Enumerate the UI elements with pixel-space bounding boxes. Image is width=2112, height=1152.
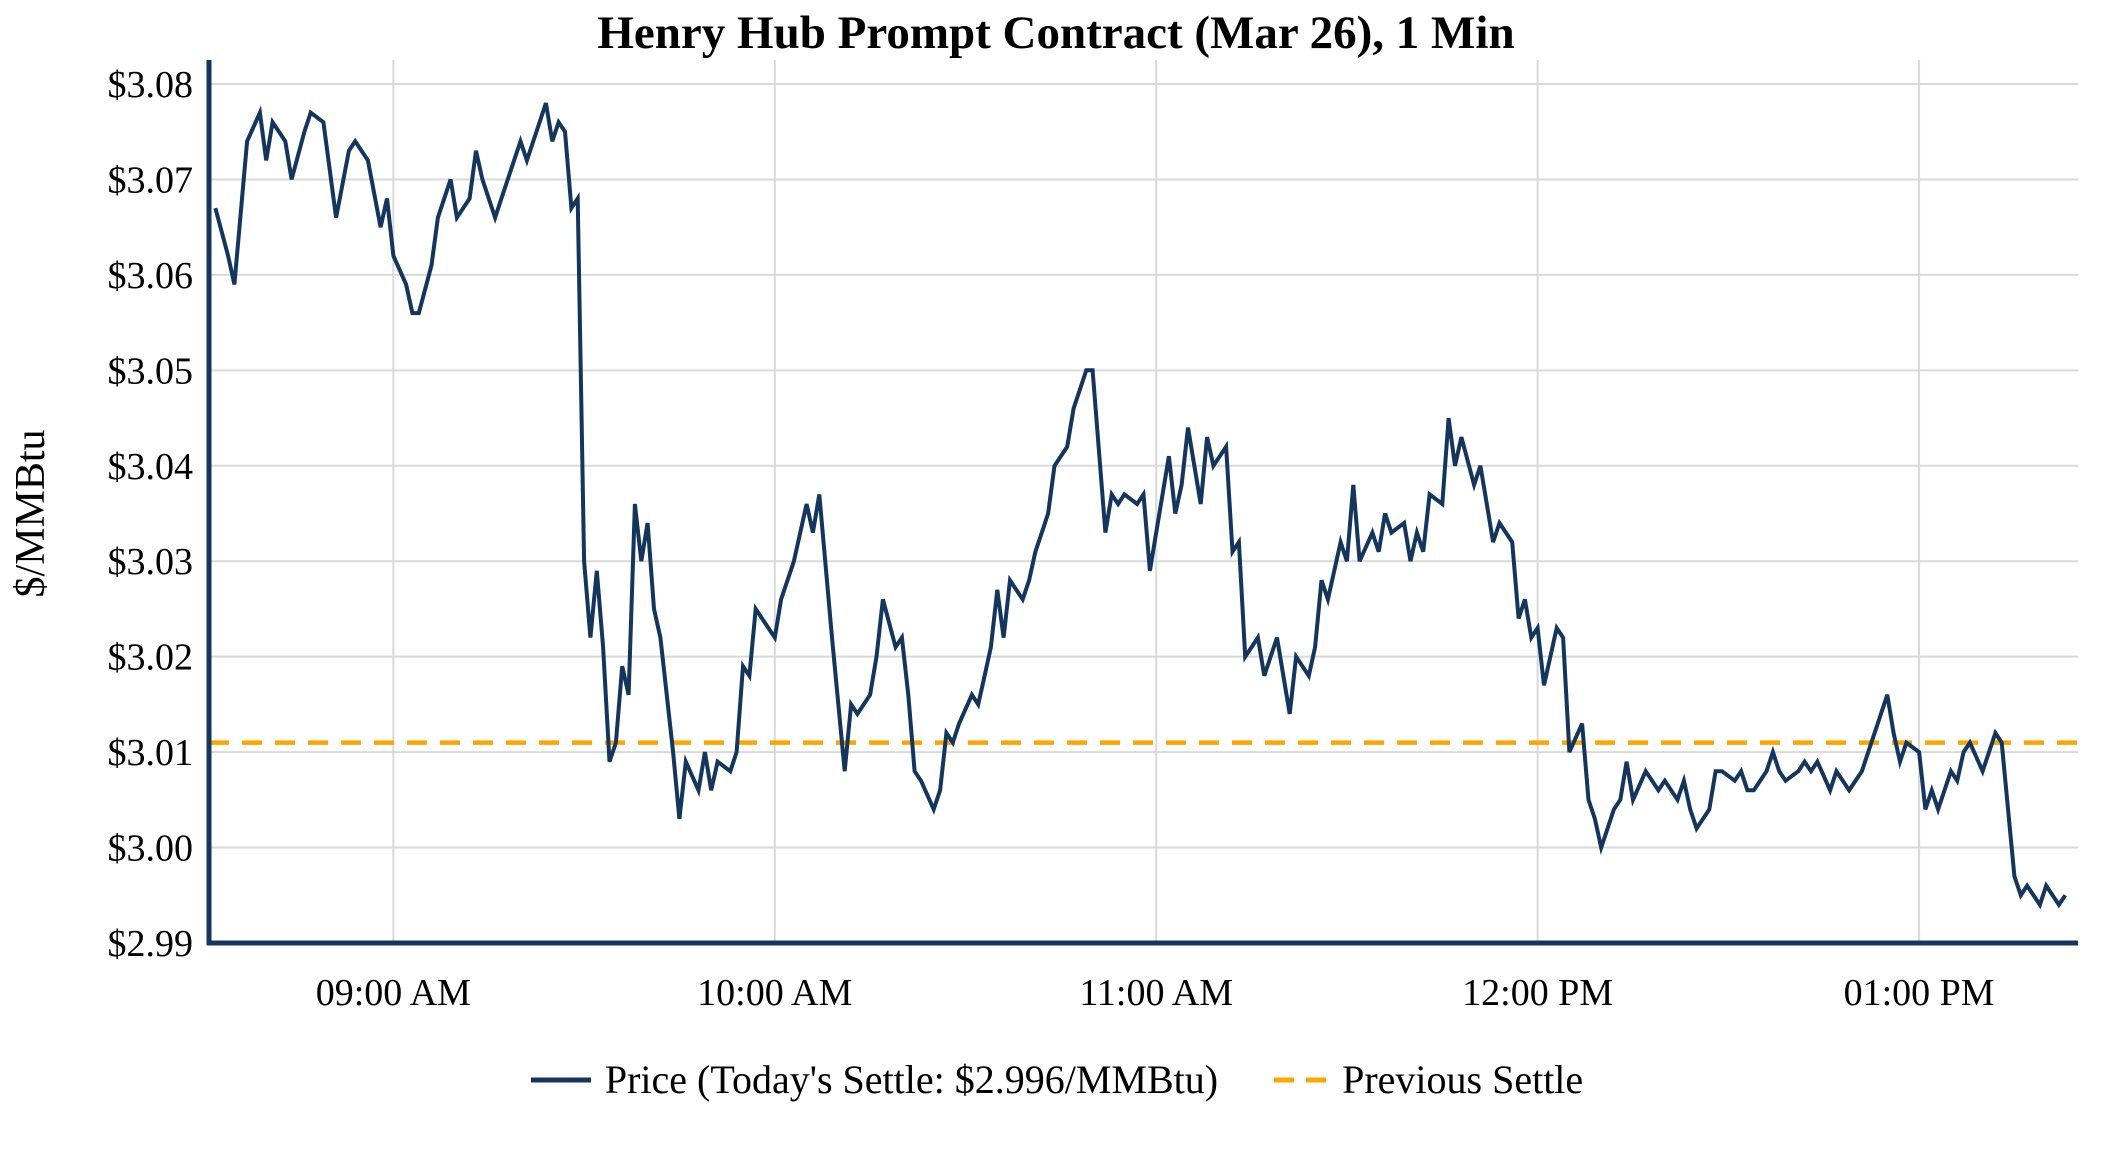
y-tick-label: $3.05 [108, 350, 194, 392]
x-tick-label: 01:00 PM [1844, 972, 1995, 1014]
x-tick-label: 11:00 AM [1079, 972, 1233, 1014]
x-tick-label: 12:00 PM [1462, 972, 1613, 1014]
chart-legend: Price (Today's Settle: $2.996/MMBtu) Pre… [0, 1056, 2112, 1103]
previous-settle-swatch [1274, 1077, 1329, 1082]
y-tick-label: $3.02 [108, 637, 194, 679]
y-tick-label: $3.01 [108, 732, 194, 774]
legend-item-previous-settle: Previous Settle [1272, 1056, 1583, 1103]
y-tick-label: $3.08 [108, 64, 194, 106]
y-tick-label: $3.07 [108, 159, 194, 201]
chart-title: Henry Hub Prompt Contract (Mar 26), 1 Mi… [597, 7, 1515, 59]
y-axis-label: $/MMBtu [8, 429, 54, 597]
price-line [213, 102, 2067, 910]
x-tick-label: 09:00 AM [316, 972, 471, 1014]
y-tick-label: $3.04 [108, 446, 194, 488]
legend-item-price: Price (Today's Settle: $2.996/MMBtu) [529, 1056, 1218, 1103]
y-tick-label: $3.00 [108, 828, 194, 870]
legend-previous-settle-label: Previous Settle [1342, 1057, 1584, 1102]
y-tick-label: $2.99 [108, 923, 194, 965]
y-tick-label: $3.06 [108, 255, 194, 297]
price-line-swatch [530, 1077, 591, 1082]
y-tick-label: $3.03 [108, 541, 194, 583]
legend-price-label: Price (Today's Settle: $2.996/MMBtu) [604, 1057, 1219, 1102]
x-tick-label: 10:00 AM [697, 972, 852, 1014]
